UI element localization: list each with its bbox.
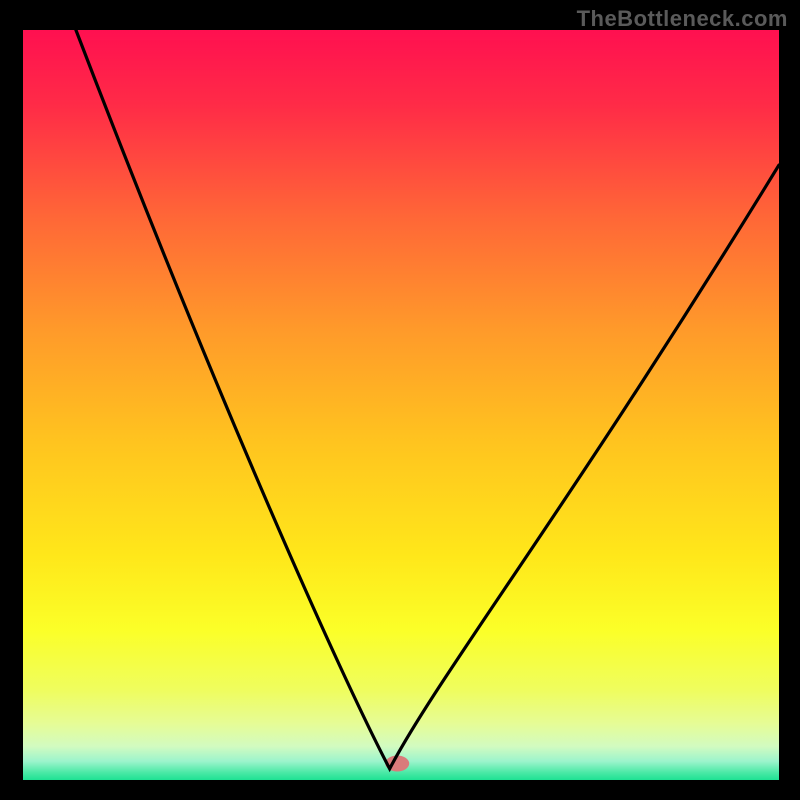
curve-layer xyxy=(23,30,779,780)
watermark-text: TheBottleneck.com xyxy=(577,6,788,32)
bottleneck-curve xyxy=(76,30,779,769)
chart-container: TheBottleneck.com xyxy=(0,0,800,800)
